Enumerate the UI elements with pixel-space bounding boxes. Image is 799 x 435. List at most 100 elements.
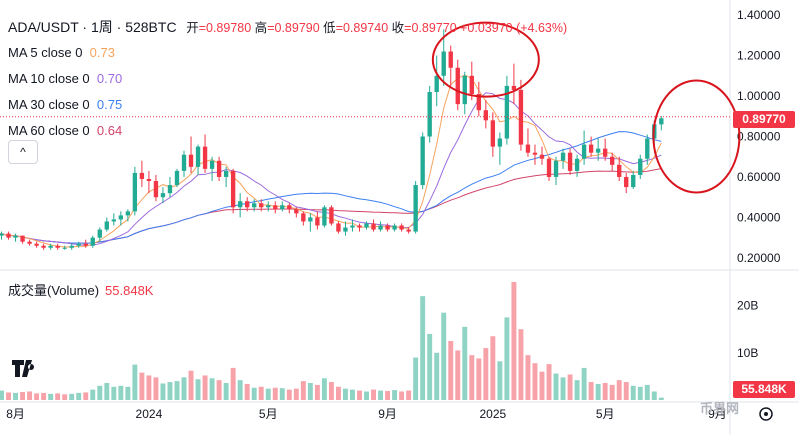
time-tick-label: 5月 <box>259 407 278 421</box>
volume-bar <box>567 374 573 400</box>
volume-bar <box>20 391 26 400</box>
price-tick-label: 1.00000 <box>737 89 781 103</box>
time-tick-label: 2024 <box>136 407 163 421</box>
candle-body <box>111 219 116 222</box>
tradingview-logo-icon[interactable] <box>10 356 44 386</box>
ma10-legend[interactable]: MA 10 close 0 0.70 <box>8 66 567 92</box>
candle-body <box>371 223 376 230</box>
candle-body <box>406 229 411 232</box>
candle-body <box>645 138 650 159</box>
candle-body <box>188 154 194 167</box>
volume-bar <box>34 393 40 400</box>
close-label: 收 <box>391 21 405 35</box>
volume-bar <box>455 350 461 400</box>
volume-label: 成交量(Volume) <box>8 283 100 298</box>
time-tick-label: 2025 <box>480 407 507 421</box>
candle-body <box>588 144 594 153</box>
volume-bar <box>364 391 369 400</box>
time-tick-label: 9月 <box>708 407 727 421</box>
low-value: =0.89740 <box>335 21 389 35</box>
volume-tick-label: 10B <box>737 346 758 360</box>
volume-bar <box>286 389 292 400</box>
volume-tick-label: 20B <box>737 299 758 313</box>
volume-bar <box>48 393 54 400</box>
candle-body <box>567 152 573 171</box>
candle-body <box>490 120 496 147</box>
volume-bar <box>497 361 503 400</box>
candle-body <box>392 225 397 230</box>
candle-body <box>343 227 348 232</box>
candle-body <box>273 205 278 210</box>
candle-body <box>41 245 46 248</box>
candle-body <box>631 174 636 188</box>
volume-bar <box>188 370 194 400</box>
symbol-title[interactable]: ADA/USDT · 1周 · 528BTC <box>8 19 177 35</box>
volume-bar <box>490 336 496 400</box>
ma60-legend[interactable]: MA 60 close 0 0.64 <box>8 118 567 144</box>
annotation-ellipse <box>652 79 741 194</box>
candle-body <box>476 94 481 111</box>
volume-bar <box>55 393 61 400</box>
candle-body <box>6 233 11 238</box>
candle-body <box>104 221 109 230</box>
volume-bar <box>581 367 587 400</box>
volume-bar <box>265 388 271 400</box>
candle-body <box>378 225 383 230</box>
legend-header: ADA/USDT · 1周 · 528BTC 开=0.89780 高=0.897… <box>8 14 567 40</box>
candle-body <box>638 158 643 175</box>
volume-bar <box>553 373 559 400</box>
volume-bar <box>434 352 440 400</box>
volume-bar <box>427 333 433 400</box>
candle-body <box>462 75 467 105</box>
volume-bar <box>644 384 650 400</box>
ma30-legend[interactable]: MA 30 close 0 0.75 <box>8 92 567 118</box>
candle-body <box>181 154 187 171</box>
volume-bar <box>532 363 538 400</box>
candle-body <box>413 185 418 232</box>
ma10-line <box>0 92 662 247</box>
candle-body <box>469 75 474 95</box>
volume-bar <box>41 392 47 400</box>
candle-body <box>287 205 292 210</box>
volume-bar <box>139 372 145 400</box>
volume-bar <box>104 383 110 400</box>
volume-bar <box>602 383 608 400</box>
volume-bar <box>335 386 341 400</box>
last-price-tag: 0.89770 <box>733 111 795 128</box>
candle-body <box>574 158 580 171</box>
candle-body <box>76 243 81 246</box>
candle-body <box>223 170 229 177</box>
ma5-legend[interactable]: MA 5 close 0 0.73 <box>8 40 567 66</box>
volume-bar <box>293 388 299 400</box>
volume-bar <box>321 378 327 400</box>
ma5-value: 0.73 <box>89 45 115 60</box>
candle-body <box>13 235 18 238</box>
candle-body <box>553 160 559 177</box>
volume-legend[interactable]: 成交量(Volume) 55.848K <box>8 280 153 299</box>
volume-bar <box>174 381 180 400</box>
candle-body <box>62 247 67 249</box>
candle-body <box>315 217 320 226</box>
low-label: 低 <box>323 21 336 35</box>
volume-bar <box>153 377 159 400</box>
candle-body <box>34 243 39 246</box>
volume-bar <box>251 387 257 400</box>
candle-body <box>385 225 390 230</box>
volume-bar <box>518 329 524 400</box>
candle-body <box>266 205 271 208</box>
volume-bar <box>160 383 166 400</box>
volume-bar <box>209 378 215 400</box>
volume-bar <box>0 390 4 400</box>
candle-body <box>560 152 566 161</box>
volume-bar <box>90 389 96 400</box>
volume-bar <box>406 390 412 400</box>
volume-bar <box>371 389 376 400</box>
volume-bar <box>560 377 566 400</box>
volume-bar <box>69 393 75 400</box>
collapse-legend-button[interactable]: ^ <box>8 140 38 164</box>
last-volume-tag: 55.848K <box>733 381 795 398</box>
volume-bar <box>307 383 313 400</box>
volume-bar <box>195 379 201 400</box>
